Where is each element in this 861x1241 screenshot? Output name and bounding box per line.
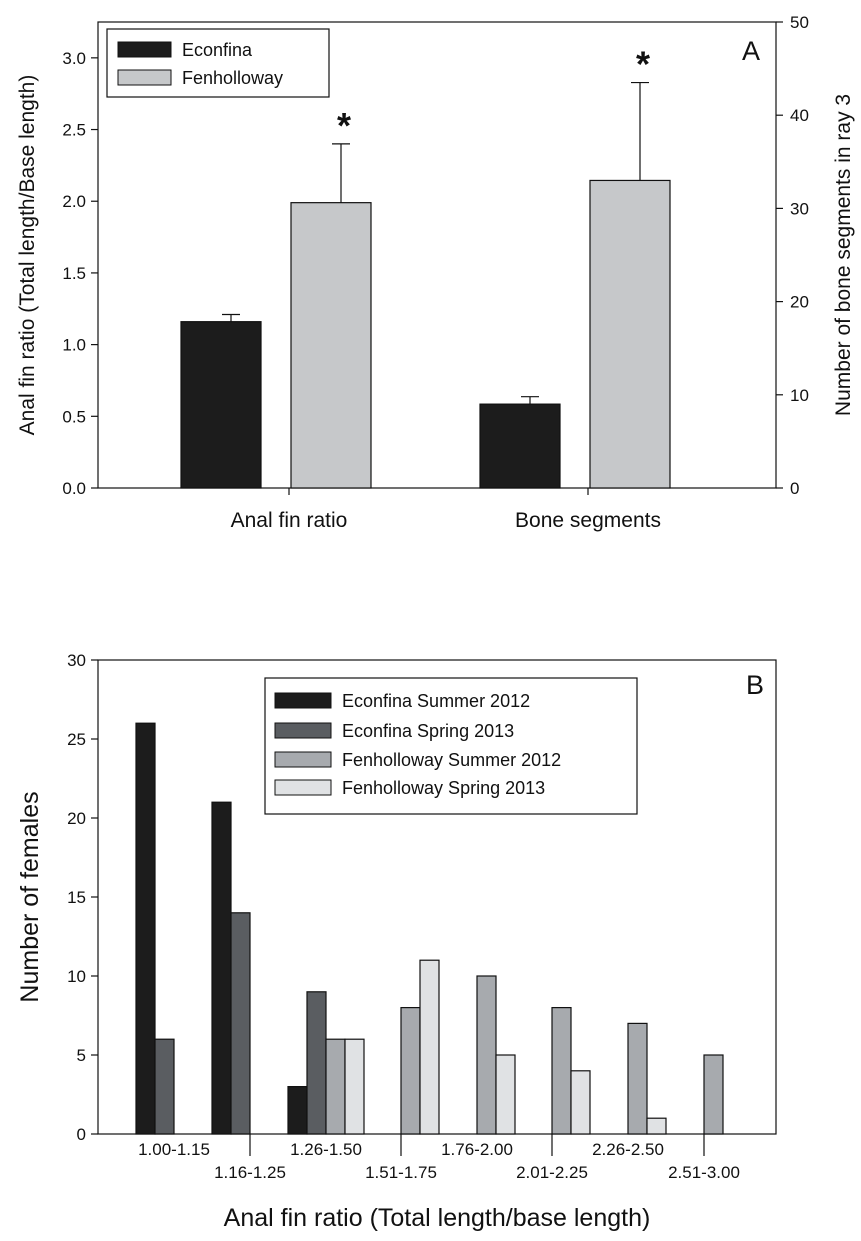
y-tick-label: 25: [67, 730, 86, 749]
left-tick-label: 1.0: [62, 336, 86, 355]
bar-fenholloway-bone-segments: [589, 179, 671, 489]
bar-fenholloway-summer-2012-2-26-2-50: [627, 1022, 648, 1135]
bar-econfina-spring-2013-1-26-1-50: [306, 991, 327, 1135]
left-tick-label: 2.0: [62, 192, 86, 211]
left-tick-label: 2.5: [62, 121, 86, 140]
right-tick-label: 40: [790, 106, 809, 125]
x-tick-label-2-01-2-25: 2.01-2.25: [516, 1163, 588, 1182]
x-tick-label-1-00-1-15: 1.00-1.15: [138, 1140, 210, 1159]
x-tick-label-1-76-2-00: 1.76-2.00: [441, 1140, 513, 1159]
bar-fenholloway-anal-fin-ratio: [290, 202, 372, 489]
legend-label-econfina: Econfina: [182, 40, 253, 60]
bar-fenholloway-summer-2012-2-01-2-25: [551, 1006, 572, 1135]
left-tick-label: 3.0: [62, 49, 86, 68]
bar-fenholloway-spring-2013-1-51-1-75: [419, 959, 440, 1135]
panel-a-right-y-axis-label: Number of bone segments in ray 3: [832, 94, 855, 416]
bar-fenholloway-spring-2013-1-76-2-00: [495, 1054, 516, 1135]
bar-econfina-spring-2013-1-00-1-15: [154, 1038, 175, 1135]
significance-asterisk: *: [636, 44, 650, 85]
panel-b-y-axis-label: Number of females: [16, 791, 44, 1002]
legend-swatch-econfina: [117, 41, 172, 58]
y-tick-label: 15: [67, 888, 86, 907]
legend-label-fenholloway-summer-2012: Fenholloway Summer 2012: [342, 750, 561, 770]
bar-econfina-spring-2013-1-16-1-25: [230, 912, 251, 1135]
panel-a-y-axis-label: Anal fin ratio (Total length/Base length…: [16, 75, 39, 436]
panel-a-right-axis-ticks: 0 10 20 30 40 50: [776, 13, 809, 498]
panel-a-label: A: [742, 36, 760, 66]
y-tick-label: 20: [67, 809, 86, 828]
bar-fenholloway-summer-2012-1-51-1-75: [400, 1006, 421, 1135]
bar-econfina-summer-2012-1-00-1-15: [135, 722, 156, 1135]
x-tick-label-2-26-2-50: 2.26-2.50: [592, 1140, 664, 1159]
panel-a-plot-frame: [97, 21, 777, 489]
panel-a-x-axis-ticks: Anal fin ratio Bone segments: [231, 488, 661, 532]
x-tick-label-anal-fin-ratio: Anal fin ratio: [231, 509, 348, 532]
legend-label-fenholloway: Fenholloway: [182, 68, 283, 88]
legend-label-econfina-summer-2012: Econfina Summer 2012: [342, 691, 530, 711]
x-tick-label-bone-segments: Bone segments: [515, 509, 661, 532]
y-tick-label: 5: [77, 1046, 86, 1065]
bar-econfina-summer-2012-1-16-1-25: [211, 801, 232, 1135]
panel-b-x-axis-ticks: 1.00-1.151.16-1.251.26-1.501.51-1.751.76…: [138, 1134, 740, 1182]
legend-swatch-fenholloway-summer-2012: [274, 751, 332, 768]
bar-econfina-bone-segments: [479, 403, 561, 489]
x-tick-label-1-51-1-75: 1.51-1.75: [365, 1163, 437, 1182]
significance-asterisk: *: [337, 105, 351, 146]
right-tick-label: 30: [790, 199, 809, 218]
panel-a-bars: **: [180, 44, 671, 489]
right-tick-label: 50: [790, 13, 809, 32]
legend-swatch-fenholloway: [117, 69, 172, 86]
right-tick-label: 10: [790, 386, 809, 405]
legend-swatch-econfina-spring-2013: [274, 722, 332, 739]
panel-a-legend-box: [106, 28, 330, 98]
legend-swatch-econfina-summer-2012: [274, 692, 332, 709]
legend-label-econfina-spring-2013: Econfina Spring 2013: [342, 721, 514, 741]
legend-swatch-fenholloway-spring-2013: [274, 779, 332, 796]
y-tick-label: 10: [67, 967, 86, 986]
bar-fenholloway-spring-2013-2-26-2-50: [646, 1117, 667, 1135]
y-tick-label: 0: [77, 1125, 86, 1144]
bar-fenholloway-summer-2012-1-26-1-50: [325, 1038, 346, 1135]
left-tick-label: 0.5: [62, 407, 86, 426]
x-tick-label-1-16-1-25: 1.16-1.25: [214, 1163, 286, 1182]
x-tick-label-1-26-1-50: 1.26-1.50: [290, 1140, 362, 1159]
panel-b-bars: [135, 722, 724, 1135]
bar-fenholloway-summer-2012-2-51-3-00: [703, 1054, 724, 1135]
left-tick-label: 0.0: [62, 479, 86, 498]
panel-b-label: B: [746, 670, 764, 700]
bar-econfina-anal-fin-ratio: [180, 321, 262, 489]
panel-b-legend: Econfina Summer 2012 Econfina Spring 201…: [264, 677, 638, 815]
right-tick-label: 20: [790, 293, 809, 312]
panel-b: 0 5 10 15 20 25 30 1.00-1.151.16-1.251.26-1.50…: [16, 651, 777, 1232]
panel-a-left-axis-ticks: 0.0 0.5 1.0 1.5 2.0 2.5 3.0: [62, 49, 98, 498]
y-tick-label: 30: [67, 651, 86, 670]
bar-econfina-summer-2012-1-26-1-50: [287, 1085, 308, 1135]
panel-a-legend: Econfina Fenholloway: [106, 28, 330, 98]
right-tick-label: 0: [790, 479, 799, 498]
left-tick-label: 1.5: [62, 264, 86, 283]
bar-fenholloway-spring-2013-2-01-2-25: [570, 1070, 591, 1135]
bar-fenholloway-summer-2012-1-76-2-00: [476, 975, 497, 1135]
legend-label-fenholloway-spring-2013: Fenholloway Spring 2013: [342, 778, 545, 798]
panel-b-y-axis-ticks: 0 5 10 15 20 25 30: [67, 651, 98, 1144]
x-tick-label-2-51-3-00: 2.51-3.00: [668, 1163, 740, 1182]
bar-fenholloway-spring-2013-1-26-1-50: [344, 1038, 365, 1135]
panel-b-x-axis-label: Anal fin ratio (Total length/base length…: [224, 1204, 651, 1232]
